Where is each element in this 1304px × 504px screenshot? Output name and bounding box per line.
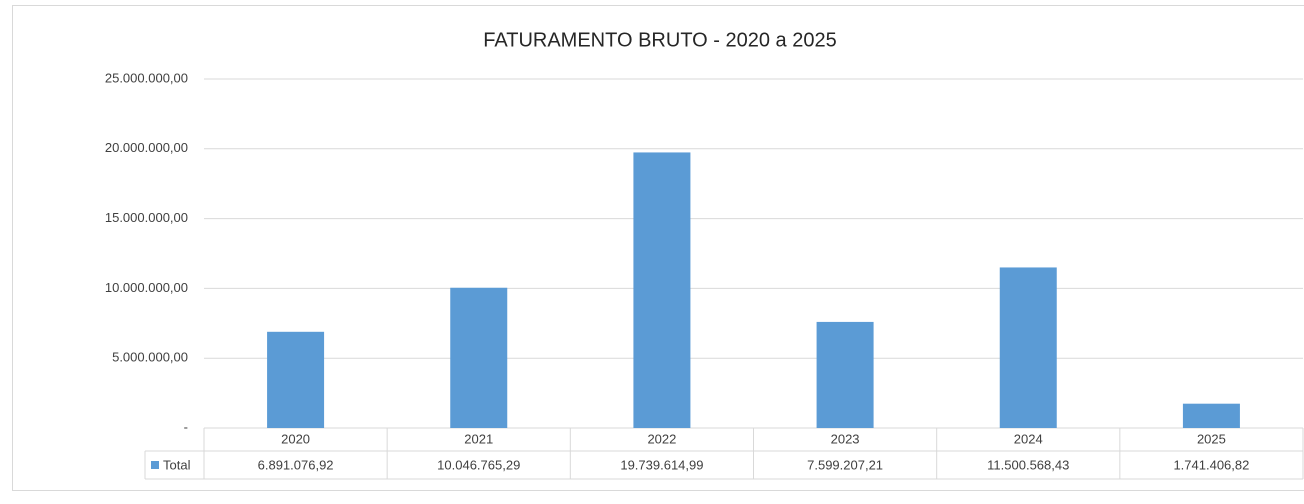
y-tick-label: 15.000.000,00 <box>105 210 188 225</box>
x-tick-label: 2020 <box>281 431 310 446</box>
x-tick-label: 2023 <box>831 431 860 446</box>
table-value: 19.739.614,99 <box>620 457 703 472</box>
x-tick-label: 2021 <box>464 431 493 446</box>
table-value: 10.046.765,29 <box>437 457 520 472</box>
x-tick-label: 2025 <box>1197 431 1226 446</box>
table-value: 1.741.406,82 <box>1173 457 1249 472</box>
bar <box>1182 403 1240 428</box>
y-tick-label: 25.000.000,00 <box>105 70 188 85</box>
bar <box>267 331 325 428</box>
bar <box>999 267 1057 428</box>
bar <box>816 321 874 428</box>
x-tick-label: 2022 <box>647 431 676 446</box>
legend-swatch <box>151 461 159 469</box>
table-value: 11.500.568,43 <box>987 457 1069 472</box>
table-value: 7.599.207,21 <box>807 457 883 472</box>
x-tick-label: 2024 <box>1014 431 1043 446</box>
y-tick-label: 10.000.000,00 <box>105 280 188 295</box>
y-tick-label: - <box>184 419 188 434</box>
bar <box>450 287 508 428</box>
y-tick-label: 5.000.000,00 <box>112 350 188 365</box>
chart-title: FATURAMENTO BRUTO - 2020 a 2025 <box>483 29 836 51</box>
table-value: 6.891.076,92 <box>258 457 334 472</box>
legend-label: Total <box>163 457 191 472</box>
y-tick-label: 20.000.000,00 <box>105 140 188 155</box>
bar <box>633 152 691 428</box>
